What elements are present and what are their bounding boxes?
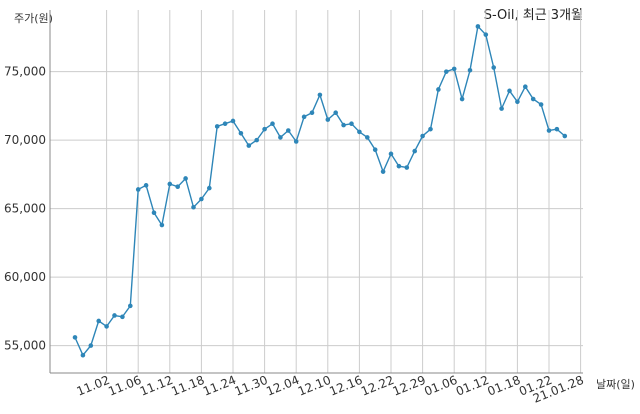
data-point (412, 148, 418, 154)
data-point (396, 163, 402, 169)
data-point (325, 117, 331, 122)
data-point (365, 135, 370, 140)
data-point (507, 88, 512, 94)
data-point (436, 87, 441, 92)
price-line (74, 24, 566, 357)
data-point (183, 176, 188, 181)
axes (49, 10, 583, 374)
data-point (538, 102, 544, 107)
chart-title: S-Oil, 최근 3개월 (484, 8, 583, 23)
data-point (467, 67, 473, 73)
data-point (459, 96, 465, 102)
data-point (404, 165, 410, 170)
data-point (372, 147, 378, 153)
y-axis-label: 주가(원) (14, 12, 53, 25)
data-point (286, 128, 291, 133)
y-tick-label: 75,000 (4, 65, 46, 79)
data-point (222, 121, 228, 126)
data-point (499, 106, 504, 111)
y-tick-label: 65,000 (4, 202, 46, 216)
data-point (246, 143, 252, 148)
data-point (341, 122, 346, 128)
data-point (207, 185, 212, 191)
data-point (72, 335, 78, 340)
data-point (151, 210, 157, 216)
data-point (554, 126, 560, 132)
data-point (112, 313, 117, 318)
data-point (349, 121, 354, 126)
data-point (546, 128, 552, 133)
data-point (530, 96, 536, 102)
data-point (80, 352, 86, 358)
data-point (428, 126, 433, 132)
data-point (199, 196, 204, 202)
data-point (143, 183, 149, 188)
y-tick-label: 60,000 (4, 270, 46, 284)
data-point (167, 181, 173, 187)
data-point (491, 65, 497, 70)
data-point (159, 222, 165, 228)
data-point (562, 133, 568, 139)
data-point (293, 139, 299, 144)
data-point (120, 314, 125, 320)
data-point (270, 121, 275, 126)
data-point (278, 135, 283, 140)
data-point (135, 187, 141, 192)
data-point (388, 151, 394, 157)
data-point (214, 124, 220, 129)
data-point (357, 129, 362, 135)
data-point (475, 24, 481, 29)
data-point (420, 133, 425, 139)
data-point (175, 184, 180, 190)
data-point (515, 99, 520, 105)
data-point (128, 303, 133, 309)
data-point (523, 84, 528, 90)
y-tick-label: 70,000 (4, 133, 46, 147)
data-point (444, 69, 449, 74)
data-point (254, 137, 259, 143)
data-point (309, 110, 315, 116)
data-point (380, 169, 386, 174)
y-tick-labels: 55,000 60,000 65,000 70,000 75,000 (4, 65, 46, 353)
data-point (483, 32, 489, 37)
data-point (301, 114, 307, 120)
data-point (333, 110, 339, 116)
x-axis-label: 날짜(일) (596, 377, 635, 391)
data-point (96, 318, 101, 324)
data-point (262, 126, 267, 132)
grid-lines (50, 10, 583, 373)
data-point (104, 324, 109, 329)
data-point (238, 130, 244, 136)
data-point (317, 92, 323, 98)
price-series (72, 24, 568, 358)
data-point (191, 204, 196, 210)
data-point (230, 118, 236, 124)
x-tick-labels: 11.0211.0611.1211.1811.2411.3012.0412.10… (75, 373, 586, 406)
y-tick-label: 55,000 (4, 339, 46, 353)
data-point (451, 66, 457, 72)
data-point (88, 343, 94, 348)
